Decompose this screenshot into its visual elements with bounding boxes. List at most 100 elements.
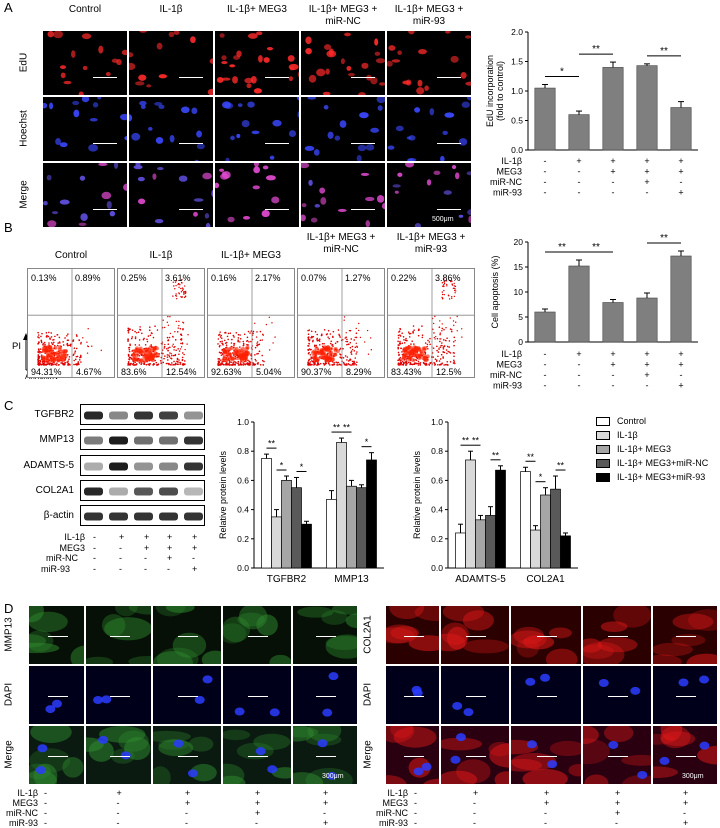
scale-bar xyxy=(403,696,424,697)
if-treatment-sign: + xyxy=(615,808,621,818)
scale-bar xyxy=(93,77,117,78)
scale-bar xyxy=(608,756,628,757)
if-treatment-sign: + xyxy=(323,788,329,798)
if-tile xyxy=(510,605,582,665)
scale-bar xyxy=(178,636,198,637)
if-tile xyxy=(582,725,652,785)
bar xyxy=(520,471,531,569)
significance-marker: * xyxy=(280,461,284,471)
quadrant-value: 5.04% xyxy=(256,367,282,377)
significance-marker: ** xyxy=(472,436,480,446)
blot-treatment-sign: + xyxy=(192,532,198,542)
significance-marker: ** xyxy=(333,423,341,433)
blot-treatment-sign: - xyxy=(144,553,147,563)
blot-treatment-sign: - xyxy=(192,553,195,563)
blot-treatment-label: MEG3 xyxy=(59,542,85,553)
if-treatment-sign: + xyxy=(323,798,329,808)
treatment-sign: - xyxy=(646,188,649,198)
y-tick-label: 0.6 xyxy=(237,475,249,485)
blot-strip xyxy=(80,480,205,501)
scale-bar xyxy=(403,756,424,757)
bar xyxy=(346,485,357,569)
bar xyxy=(261,458,272,569)
treatment-sign: - xyxy=(646,381,649,391)
if-treatment-sign: - xyxy=(116,818,120,828)
micrograph-tile xyxy=(214,30,300,96)
quadrant-value: 0.07% xyxy=(301,273,327,283)
bar xyxy=(540,494,551,569)
blot-label: TGFBR2 xyxy=(34,409,74,420)
flow-plot: 0.13% 0.89% 94.31% 4.67% xyxy=(27,268,115,378)
if-treatment-sign: - xyxy=(44,788,47,798)
scale-bar xyxy=(676,696,696,697)
significance-marker: ** xyxy=(268,439,276,449)
if-tile xyxy=(440,605,510,665)
panel-label-d: D xyxy=(4,601,14,616)
scale-bar xyxy=(248,756,268,757)
if-treatment-sign: + xyxy=(473,788,479,798)
significance-marker: * xyxy=(560,67,564,78)
bar xyxy=(560,535,571,569)
blot-treatment-sign: + xyxy=(167,553,173,563)
scale-bar xyxy=(351,209,375,210)
if-treatment-label: MEG3 xyxy=(382,798,408,808)
flow-plot: 0.16% 2.17% 92.63% 5.04% xyxy=(207,268,295,378)
scale-bar xyxy=(608,636,628,637)
legend-swatch xyxy=(596,459,610,468)
scale-bar xyxy=(437,143,461,144)
y-tick-label: 0.0 xyxy=(431,563,443,573)
scale-bar xyxy=(316,636,336,637)
treatment-sign: - xyxy=(578,370,581,380)
bar xyxy=(636,65,658,151)
if-treatment-sign: + xyxy=(683,818,689,828)
bar xyxy=(534,87,556,151)
if-treatment-sign: + xyxy=(323,818,329,828)
y-tick-label: 0 xyxy=(518,337,523,347)
quadrant-value: 0.89% xyxy=(75,273,101,283)
scale-bar xyxy=(248,696,268,697)
micrograph-tile xyxy=(300,30,386,96)
if-treatment-sign: + xyxy=(615,788,621,798)
blot-strip xyxy=(80,505,205,526)
treatment-sign: + xyxy=(576,156,581,166)
if-left-row-label: Merge xyxy=(3,740,15,769)
quadrant-value: 2.17% xyxy=(255,273,281,283)
bar xyxy=(336,442,347,569)
blot-label: MMP13 xyxy=(39,434,74,445)
if-treatment-sign: + xyxy=(255,798,261,808)
merge-row-label: Merge xyxy=(18,180,30,209)
bar xyxy=(356,487,367,569)
scale-bar xyxy=(179,77,203,78)
treatment-row-label: IL-1β xyxy=(501,156,522,166)
treatment-sign: - xyxy=(578,360,581,370)
col-title-b: Control xyxy=(54,250,88,261)
if-tile xyxy=(28,725,85,785)
scale-bar xyxy=(537,756,557,757)
if-tile xyxy=(85,605,152,665)
y-tick-label: 5 xyxy=(518,312,523,322)
legend-label: IL-1β+ MEG3+miR-NC xyxy=(617,458,709,468)
blot-treatment-sign: + xyxy=(192,563,198,574)
if-treatment-sign: - xyxy=(116,798,120,808)
scale-bar xyxy=(403,636,424,637)
if-tile xyxy=(385,725,440,785)
y-axis-label: EdU incorporation(fold to control) xyxy=(485,55,505,127)
y-tick-label: 0.8 xyxy=(237,446,249,456)
blot-treatment-sign: + xyxy=(192,542,198,553)
if-treatment-sign: - xyxy=(185,818,188,828)
scale-bar xyxy=(351,77,375,78)
treatment-sign: - xyxy=(578,381,581,391)
y-tick-label: 0.0 xyxy=(511,145,523,155)
category-label: MMP13 xyxy=(334,574,369,585)
bar xyxy=(455,532,466,569)
micrograph-tile xyxy=(42,162,128,228)
y-axis-label: Relative protein levels xyxy=(412,450,422,539)
treatment-sign: + xyxy=(644,360,649,370)
blot-treatment-sign: - xyxy=(93,542,96,553)
if-tile xyxy=(152,605,222,665)
legend-swatch xyxy=(596,417,610,426)
y-tick-label: 0.5 xyxy=(511,116,523,126)
blot-treatment-sign: - xyxy=(119,542,122,553)
col-title-b: IL-1β+ MEG3 + miR-NC xyxy=(306,232,376,255)
if-tile xyxy=(582,605,652,665)
